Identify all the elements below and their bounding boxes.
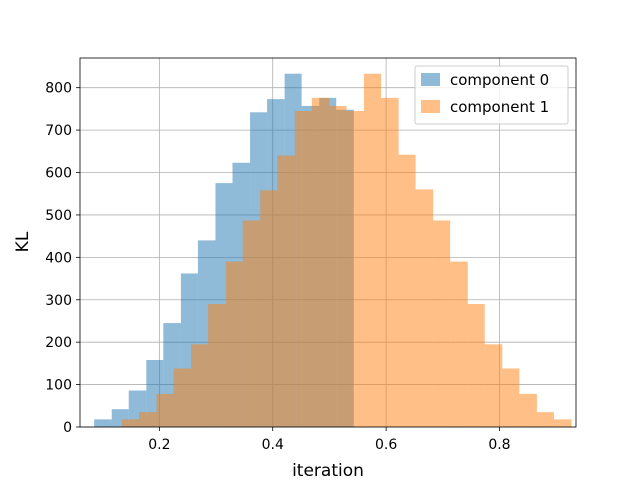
y-tick-label: 100 (45, 378, 72, 394)
series-component-1-bars (121, 73, 572, 428)
x-tick-label: 0.8 (488, 437, 510, 453)
legend-swatch-component-1 (421, 100, 440, 113)
x-axis-label: iteration (292, 461, 364, 480)
histogram-bar (138, 412, 157, 427)
histogram-bar (156, 393, 174, 427)
x-tick-label: 0.4 (262, 437, 284, 453)
y-tick-label: 400 (45, 250, 72, 266)
histogram-bar (225, 261, 243, 427)
legend-label-component-0: component 0 (450, 71, 549, 89)
histogram-bar (208, 304, 226, 427)
legend: component 0 component 1 (414, 65, 569, 125)
legend-label-component-1: component 1 (450, 98, 549, 116)
y-tick-label: 200 (45, 335, 72, 351)
histogram-bar (433, 220, 451, 427)
histogram-bar (519, 393, 537, 427)
histogram-bar (94, 419, 112, 427)
histogram-bar (398, 154, 416, 428)
legend-swatch-component-0 (421, 73, 440, 86)
histogram-bar (260, 190, 278, 427)
legend-frame (414, 65, 569, 125)
x-tick-label: 0.2 (148, 437, 170, 453)
histogram-bar (294, 111, 312, 427)
histogram-bar (467, 304, 485, 427)
histogram-bar (329, 105, 347, 428)
histogram-bar (277, 155, 295, 427)
histogram-bar (191, 344, 209, 427)
y-tick-label: 700 (45, 123, 72, 139)
histogram-bar (242, 220, 261, 427)
histogram-bar (173, 368, 192, 427)
histogram-bar (450, 261, 468, 427)
y-tick-label: 800 (45, 81, 72, 97)
histogram-bar (536, 412, 554, 427)
histogram-bar (415, 189, 434, 427)
y-axis-ticks: 0 100 200 300 400 500 600 700 800 (45, 81, 80, 436)
x-tick-label: 0.6 (375, 437, 397, 453)
histogram-bar (381, 97, 399, 428)
y-axis-label: KL (13, 231, 33, 252)
plot-frame (79, 57, 577, 428)
histogram-bar (363, 73, 382, 427)
y-tick-label: 600 (45, 166, 72, 182)
y-tick-label: 0 (63, 420, 72, 436)
histogram-bar (346, 111, 364, 427)
y-tick-label: 500 (45, 208, 72, 224)
histogram-bar (121, 419, 139, 427)
histogram-bar (553, 419, 572, 427)
y-tick-label: 300 (45, 293, 72, 309)
x-axis-ticks: 0.2 0.4 0.6 0.8 (148, 427, 511, 453)
histogram-bar (311, 97, 330, 428)
histogram-bar (502, 368, 520, 427)
histogram-bar (484, 344, 503, 427)
